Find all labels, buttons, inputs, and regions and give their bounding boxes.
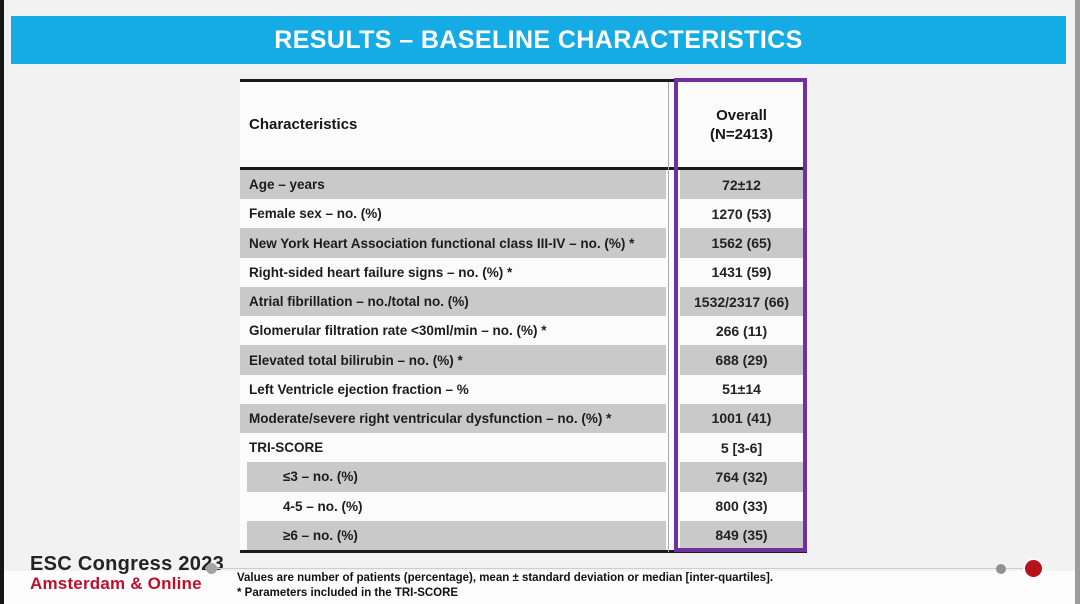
table-row: Elevated total bilirubin – no. (%) * 688 …	[240, 345, 807, 375]
table-row: Moderate/severe right ventricular dysfun…	[240, 403, 807, 434]
row-value: 764 (32)	[680, 462, 803, 492]
table-row: ≤3 – no. (%) 764 (32)	[240, 462, 807, 492]
congress-location: Amsterdam & Online	[30, 574, 202, 593]
column-header-overall: Overall (N=2413)	[680, 82, 803, 167]
row-value: 51±14	[680, 374, 803, 404]
table-header-row: Characteristics Overall (N=2413)	[240, 82, 807, 167]
row-label: Age – years	[240, 170, 666, 200]
table-row: TRI-SCORE 5 [3-6]	[240, 433, 807, 463]
table-row: Female sex – no. (%) 1270 (53)	[240, 199, 807, 229]
footnotes: Values are number of patients (percentag…	[237, 571, 773, 601]
row-label: Atrial fibrillation – no./total no. (%)	[240, 286, 666, 317]
row-value: 1532/2317 (66)	[680, 286, 803, 317]
table-bottom-border	[240, 550, 807, 553]
row-label: ≥6 – no. (%)	[240, 520, 666, 551]
row-value: 1431 (59)	[680, 257, 803, 287]
row-value: 72±12	[680, 170, 803, 200]
row-label: Moderate/severe right ventricular dysfun…	[240, 403, 666, 434]
column-header-characteristics: Characteristics	[249, 116, 358, 133]
progress-gray-dot[interactable]	[996, 564, 1006, 574]
row-value: 849 (35)	[680, 520, 803, 551]
progress-line	[205, 568, 1042, 569]
row-value: 1270 (53)	[680, 199, 803, 229]
overall-header-line2: (N=2413)	[710, 125, 773, 143]
table-row: ≥6 – no. (%) 849 (35)	[240, 520, 807, 551]
row-label: Left Ventricle ejection fraction – %	[240, 374, 666, 404]
table-row: Atrial fibrillation – no./total no. (%) 1…	[240, 286, 807, 317]
footnote-values: Values are number of patients (percentag…	[237, 572, 774, 584]
progress-start-dot	[206, 563, 217, 574]
table-row: New York Heart Association functional cl…	[240, 228, 807, 258]
table-top-border	[240, 79, 807, 82]
congress-name: ESC Congress 2023	[30, 553, 225, 575]
row-label: New York Heart Association functional cl…	[240, 228, 666, 258]
row-value: 800 (33)	[680, 491, 803, 521]
table-row: Right-sided heart failure signs – no. (%…	[240, 257, 807, 287]
table-row: Age – years 72±12	[240, 170, 807, 200]
row-value: 688 (29)	[680, 345, 803, 375]
table-row: 4-5 – no. (%) 800 (33)	[240, 491, 807, 521]
progress-current-dot[interactable]	[1025, 560, 1042, 577]
slide-right-edge	[1075, 0, 1080, 604]
footnote-parameters: * Parameters included in the TRI-SCORE	[237, 587, 459, 599]
table-row: Glomerular filtration rate <30ml/min – n…	[240, 316, 807, 346]
row-label: 4-5 – no. (%)	[240, 491, 666, 521]
row-label: Glomerular filtration rate <30ml/min – n…	[240, 316, 666, 346]
slide-left-edge	[0, 0, 4, 604]
table-body: Age – years 72±12 Female sex – no. (%) 1270…	[240, 170, 807, 551]
header-bottom-border	[240, 167, 807, 170]
row-value: 1562 (65)	[680, 228, 803, 258]
overall-header-line1: Overall	[716, 106, 767, 124]
slide-title: RESULTS – BASELINE CHARACTERISTICS	[274, 25, 803, 54]
row-value: 266 (11)	[680, 316, 803, 346]
row-label: Elevated total bilirubin – no. (%) *	[240, 345, 666, 375]
footer-band	[4, 571, 1075, 604]
title-banner: RESULTS – BASELINE CHARACTERISTICS	[11, 16, 1066, 64]
row-value: 1001 (41)	[680, 403, 803, 434]
row-label: TRI-SCORE	[240, 433, 666, 463]
row-label: Female sex – no. (%)	[240, 199, 666, 229]
row-label: Right-sided heart failure signs – no. (%…	[240, 257, 666, 287]
row-label: ≤3 – no. (%)	[240, 462, 666, 492]
row-value: 5 [3-6]	[680, 433, 803, 463]
esc-congress-logo: ESC Congress 2023 Amsterdam & Online	[30, 554, 224, 594]
table-row: Left Ventricle ejection fraction – % 51±1…	[240, 374, 807, 404]
baseline-characteristics-table: Characteristics Overall (N=2413) Age – y…	[240, 78, 807, 553]
column-divider-line	[668, 82, 669, 552]
